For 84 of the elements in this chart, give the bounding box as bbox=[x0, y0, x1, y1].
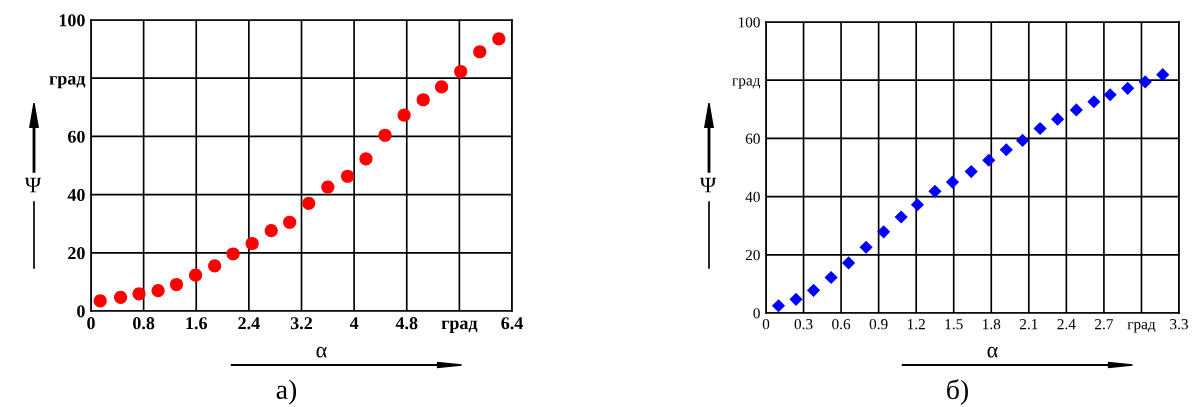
x-tick-label: 1.5 bbox=[945, 319, 963, 330]
x-tick-label: 1.2 bbox=[907, 319, 925, 330]
point bbox=[321, 180, 335, 194]
point bbox=[226, 247, 240, 261]
point bbox=[859, 240, 873, 254]
y-tick-label: 100 bbox=[59, 14, 85, 27]
point bbox=[842, 256, 856, 270]
x-axis-title: α bbox=[316, 346, 327, 358]
point bbox=[894, 210, 908, 224]
point bbox=[1069, 103, 1083, 117]
x-tick-label: 0 bbox=[762, 319, 770, 330]
y-axis-title: Ψ bbox=[699, 177, 717, 193]
y-tick-label: 60 bbox=[745, 133, 760, 144]
point bbox=[93, 294, 107, 308]
point bbox=[151, 284, 165, 298]
point bbox=[877, 225, 891, 239]
point bbox=[189, 268, 203, 282]
point bbox=[1051, 112, 1065, 126]
point bbox=[454, 64, 468, 79]
point bbox=[789, 292, 803, 306]
x-tick-label: 4 bbox=[349, 317, 359, 330]
point bbox=[806, 283, 821, 297]
x-tick-label: 0.3 bbox=[794, 319, 813, 330]
y-tick-label: 60 bbox=[68, 130, 85, 143]
x-tick-label: 0.8 bbox=[133, 317, 155, 330]
point bbox=[132, 287, 146, 301]
point bbox=[245, 236, 259, 251]
point bbox=[1156, 68, 1170, 82]
y-tick-label: 0 bbox=[77, 305, 85, 318]
point bbox=[264, 224, 278, 238]
point bbox=[435, 80, 449, 94]
text: б) bbox=[947, 379, 968, 405]
x-tick-label: 2.4 bbox=[238, 317, 260, 330]
x-tick-label: 2.1 bbox=[1019, 319, 1038, 330]
y-tick-label: 0 bbox=[753, 308, 760, 319]
y-axis-title: Ψ bbox=[24, 177, 42, 193]
x-tick-label: 3.3 bbox=[1170, 319, 1188, 330]
y-tick-label: 100 bbox=[738, 17, 760, 28]
x-tick-label: 2.7 bbox=[1095, 319, 1114, 330]
point bbox=[1121, 81, 1135, 95]
point bbox=[910, 198, 925, 212]
text: а) bbox=[276, 379, 297, 405]
point bbox=[302, 196, 316, 210]
x-axis-title: α bbox=[987, 346, 998, 358]
point bbox=[964, 164, 978, 179]
point bbox=[982, 153, 996, 167]
point bbox=[397, 108, 411, 122]
y-tick-label: 40 bbox=[745, 191, 760, 203]
point bbox=[359, 152, 373, 166]
x-tick-label: 0.9 bbox=[869, 319, 888, 330]
x-tick-label: 0.6 bbox=[832, 319, 851, 330]
y-tick-label: 40 bbox=[67, 188, 85, 202]
point bbox=[945, 175, 960, 189]
point bbox=[928, 184, 942, 198]
x-tick-label: град bbox=[441, 320, 478, 333]
point bbox=[824, 270, 838, 285]
x-tick-label: 1.8 bbox=[983, 319, 1001, 330]
y-tick-label: 20 bbox=[68, 247, 85, 260]
x-tick-label: 4.8 bbox=[395, 317, 418, 330]
point bbox=[416, 93, 430, 107]
x-tick-label: 1.6 bbox=[186, 317, 208, 330]
point bbox=[378, 128, 392, 142]
x-tick-label: град bbox=[1127, 321, 1156, 333]
point bbox=[340, 169, 355, 183]
point bbox=[114, 290, 128, 304]
y-tick-label: град bbox=[49, 75, 86, 89]
point bbox=[1138, 75, 1152, 89]
x-tick-label: 0 bbox=[87, 317, 95, 330]
x-tick-label: 2.4 bbox=[1057, 319, 1076, 330]
point bbox=[492, 32, 506, 46]
point bbox=[1015, 133, 1030, 148]
point bbox=[283, 215, 297, 229]
point bbox=[169, 277, 184, 292]
x-tick-label: 3.2 bbox=[290, 317, 313, 330]
y-tick-label: 20 bbox=[745, 249, 760, 261]
y-tick-label: град bbox=[732, 78, 761, 89]
x-tick-label: 6.4 bbox=[501, 317, 523, 330]
point bbox=[1033, 121, 1047, 136]
point bbox=[208, 259, 222, 273]
point bbox=[1103, 88, 1117, 102]
point bbox=[473, 45, 487, 59]
point bbox=[999, 143, 1013, 157]
point bbox=[1087, 95, 1101, 109]
point bbox=[771, 299, 786, 313]
